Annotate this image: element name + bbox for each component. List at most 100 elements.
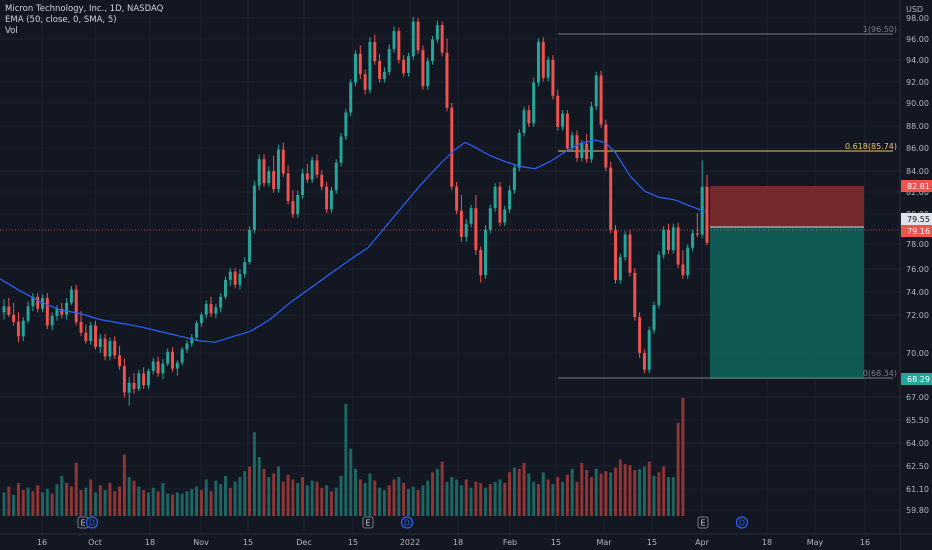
candle-body <box>74 289 78 322</box>
volume-bar <box>373 480 377 516</box>
time-tick-label: 15 <box>647 538 657 547</box>
volume-bar <box>363 482 367 516</box>
earnings-badge[interactable]: E <box>362 516 374 529</box>
volume-bar <box>325 485 329 516</box>
time-tick-label: 2022 <box>400 538 420 547</box>
volume-bar <box>267 477 271 516</box>
candle-body <box>305 173 309 180</box>
candle-body <box>296 195 300 215</box>
volume-bar <box>79 490 83 516</box>
dividend-badge-label: D <box>404 519 410 528</box>
volume-bar <box>60 475 64 516</box>
volume-bar <box>276 466 280 516</box>
candle-body <box>161 363 165 374</box>
candle-body <box>469 208 473 224</box>
candle-body <box>614 229 618 281</box>
candle-body <box>493 186 497 209</box>
volume-indicator-label[interactable]: Vol <box>5 26 18 36</box>
volume-bar <box>339 475 343 516</box>
dividend-badge[interactable]: D <box>85 516 99 529</box>
price-tags: 82.81 79.55 79.16 68.29 <box>901 180 932 385</box>
candle-body <box>2 306 6 313</box>
position-zones[interactable] <box>710 186 864 379</box>
volume-bar <box>103 490 107 516</box>
time-tick-label: 18 <box>145 538 155 547</box>
dividend-badge[interactable]: D <box>400 516 414 529</box>
candle-body <box>633 272 637 318</box>
price-tick-label: 96.00 <box>906 35 929 44</box>
take-profit-zone[interactable] <box>710 227 864 379</box>
candle-body <box>224 280 227 297</box>
earnings-badge[interactable]: E <box>697 516 709 529</box>
stop-price-tag <box>901 180 932 192</box>
volume-bar <box>638 468 642 516</box>
volume-bar <box>426 480 430 516</box>
volume-bar <box>122 454 126 516</box>
candle-body <box>378 61 382 80</box>
candle-body <box>445 52 449 108</box>
candle-body <box>363 74 367 90</box>
dividend-badge-label: D <box>739 519 745 528</box>
candle-body <box>681 264 685 276</box>
candle-body <box>301 173 305 196</box>
candle-body <box>671 227 675 251</box>
candle-body <box>31 296 35 307</box>
volume-bar <box>69 486 73 516</box>
volume-bar <box>435 468 439 516</box>
time-tick-label: Mar <box>596 538 612 547</box>
volume-bar <box>310 480 314 516</box>
dividend-badge[interactable]: D <box>735 516 749 529</box>
price-tick-label: 62.50 <box>906 462 929 471</box>
volume-bar <box>195 486 199 516</box>
candle-body <box>652 305 656 331</box>
volume-bar <box>354 468 357 516</box>
candle-body <box>214 307 218 314</box>
volume-bar <box>209 491 213 516</box>
time-tick-label: 15 <box>348 538 358 547</box>
volume-bar <box>618 459 622 516</box>
volume-bar <box>642 466 646 516</box>
volume-bar <box>652 475 656 516</box>
time-tick-label: Feb <box>503 538 517 547</box>
candle-body <box>561 113 565 127</box>
volume-bar <box>93 492 97 516</box>
candle-body <box>426 61 430 87</box>
price-axis[interactable] <box>900 0 932 534</box>
volume-bar <box>474 481 478 516</box>
volume-bar <box>479 482 483 516</box>
volume-bar <box>21 490 25 516</box>
volume-bars <box>2 398 685 516</box>
stop-price-label: 82.81 <box>907 182 930 191</box>
volume-bar <box>406 488 410 516</box>
volume-bar <box>541 472 545 516</box>
volume-bar <box>171 494 175 516</box>
candle-body <box>642 353 646 370</box>
volume-bar <box>50 493 54 516</box>
candle-body <box>84 332 88 342</box>
volume-bar <box>286 474 290 516</box>
time-tick-label: 16 <box>860 538 870 547</box>
time-axis[interactable] <box>0 534 900 550</box>
volume-bar <box>666 477 670 516</box>
candle-body <box>512 167 516 191</box>
volume-bar <box>98 485 102 516</box>
price-axis-ticks: 98.00 96.00 94.00 92.00 90.00 88.00 86.00 84.00… <box>906 14 929 515</box>
volume-bar <box>89 479 93 516</box>
volume-bar <box>175 492 179 516</box>
candle-body <box>435 25 439 40</box>
volume-bar <box>484 487 487 516</box>
candle-body <box>248 229 252 263</box>
symbol-title[interactable]: Micron Technology, Inc., 1D, NASDAQ <box>5 4 164 14</box>
ema-indicator-label[interactable]: EMA (50, close, 0, SMA, 5) <box>5 15 117 25</box>
candle-body <box>517 132 521 168</box>
stop-loss-zone[interactable] <box>710 186 864 227</box>
current-price-tag <box>901 225 932 237</box>
candle-body <box>89 325 93 342</box>
candle-body <box>474 208 478 251</box>
candle-body <box>479 250 483 276</box>
volume-bar <box>382 490 386 516</box>
volume-bar <box>512 467 516 516</box>
candle-body <box>503 209 507 223</box>
